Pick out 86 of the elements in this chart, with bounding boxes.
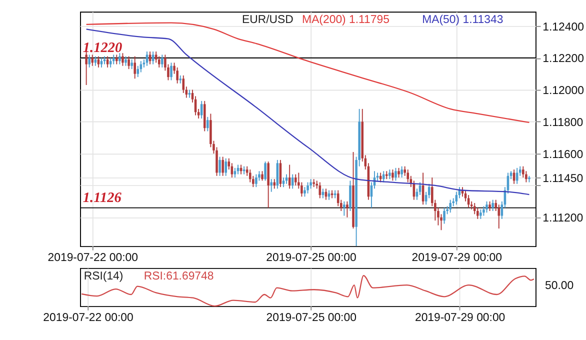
candlestick	[310, 178, 312, 190]
x-tick-label: 2019-07-22 00:00	[43, 312, 134, 324]
candlestick	[261, 170, 264, 182]
candlestick	[128, 56, 130, 70]
candlestick	[170, 62, 172, 81]
candlestick	[400, 166, 403, 178]
ref-line-label: 1.1126	[82, 190, 122, 206]
candlestick	[264, 161, 266, 182]
x-tick-label: 2019-07-22 00:00	[48, 252, 138, 264]
candlestick	[152, 51, 154, 65]
candlestick	[406, 169, 410, 183]
candlestick	[118, 52, 121, 65]
y-tick-label: 1.11450	[542, 172, 584, 185]
candlestick	[467, 194, 470, 208]
candlestick	[88, 54, 90, 68]
candlestick	[394, 167, 397, 182]
candlestick	[473, 202, 476, 215]
candlestick	[200, 100, 203, 119]
candlestick	[148, 51, 152, 65]
candlestick	[349, 180, 352, 212]
candlestick	[112, 54, 115, 65]
candlestick	[91, 54, 94, 66]
candlestick	[97, 56, 100, 68]
candlestick	[346, 200, 348, 218]
candlestick	[449, 199, 452, 214]
candlestick	[130, 59, 133, 70]
chart-title: RSI(14)	[84, 270, 124, 282]
y-tick-label: 1.11800	[542, 116, 584, 129]
candlestick	[270, 178, 273, 192]
x-tick-label: 2019-07-29 00:00	[414, 312, 506, 324]
x-tick-label: 2019-07-29 00:00	[412, 252, 502, 264]
candlestick	[488, 200, 491, 212]
candlestick	[124, 56, 127, 66]
candlestick	[282, 177, 285, 188]
candlestick	[388, 169, 391, 180]
candlestick	[206, 116, 209, 132]
text: MA(200) 1.11795	[302, 14, 390, 26]
candlestick	[134, 56, 136, 80]
text: 50.00	[545, 280, 574, 292]
candlestick	[176, 66, 178, 84]
candlestick	[398, 167, 400, 178]
y-tick-label: 1.11200	[542, 212, 584, 225]
candlestick	[480, 208, 482, 220]
candlestick	[218, 156, 221, 176]
candlestick	[100, 57, 103, 68]
candlestick	[122, 52, 124, 66]
candlestick	[85, 51, 88, 86]
series-label: RSI:61.69748	[144, 270, 214, 282]
y-tick-label: 1.11600	[542, 148, 584, 161]
candlestick	[304, 186, 306, 198]
candlestick	[255, 174, 258, 188]
y-tick-label: 1.12400	[542, 21, 584, 34]
candlestick	[248, 169, 252, 183]
candlestick	[455, 191, 458, 206]
candlestick	[234, 167, 236, 178]
candlestick	[482, 206, 485, 216]
candlestick	[267, 161, 270, 208]
candlestick	[158, 56, 160, 68]
candlestick	[498, 204, 500, 229]
candlestick	[294, 174, 297, 186]
candlestick	[222, 156, 224, 176]
candlestick	[116, 54, 118, 65]
candlestick	[525, 170, 528, 183]
candlestick	[443, 207, 446, 224]
y-tick-label: 1.12200	[542, 53, 584, 66]
x-tick-label: 2019-07-25 00:00	[266, 312, 356, 324]
y-tick-label: 1.12000	[542, 85, 584, 98]
candlestick	[418, 182, 422, 196]
candlestick	[306, 182, 309, 194]
candlestick	[136, 65, 140, 78]
candlestick	[382, 170, 385, 183]
candlestick	[486, 200, 488, 214]
candlestick	[224, 158, 228, 176]
candlestick	[476, 207, 479, 220]
ref-line-label: 1.1220	[82, 40, 122, 56]
candlestick	[109, 57, 112, 68]
candlestick	[343, 200, 346, 216]
candlestick	[392, 169, 394, 182]
chart-title: EUR/USD	[242, 14, 294, 26]
x-tick-label: 2019-07-25 00:00	[266, 252, 356, 264]
candlestick	[492, 199, 494, 212]
candlestick	[154, 51, 158, 64]
text: MA(50) 1.11343	[422, 14, 504, 26]
candlestick	[161, 54, 164, 68]
candlestick	[203, 100, 206, 132]
candlestick	[106, 56, 109, 68]
